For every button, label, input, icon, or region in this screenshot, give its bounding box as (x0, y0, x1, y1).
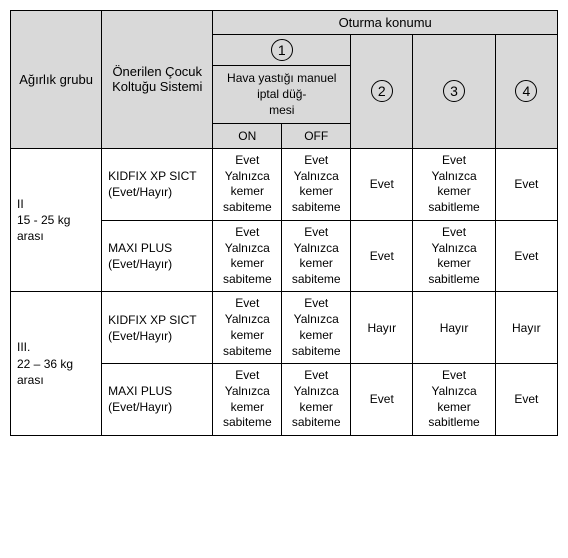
cell: Evet Yalnızca kemer sabiteme (213, 148, 282, 220)
header-system: Önerilen Çocuk Koltuğu Sistemi (102, 11, 213, 149)
weight-group-cell: II 15 - 25 kg arası (11, 148, 102, 292)
cell: Evet Yalnızca kemer sabitleme (413, 364, 495, 436)
system-cell: KIDFIX XP SICT (Evet/Hayır) (102, 148, 213, 220)
circled-number-icon: 1 (271, 39, 293, 61)
cell: Evet Yalnızca kemer sabitleme (413, 148, 495, 220)
cell-top: Evet (304, 368, 328, 382)
cell-top: Evet (304, 296, 328, 310)
cell: Evet (351, 364, 413, 436)
cell: Evet (351, 220, 413, 292)
cell: Evet Yalnızca kemer sabiteme (282, 148, 351, 220)
system-cell: MAXI PLUS (Evet/Hayır) (102, 364, 213, 436)
cell-top: Evet (235, 153, 259, 167)
header-pos4: 4 (495, 35, 557, 149)
cell-top: Evet (442, 368, 466, 382)
cell: Evet Yalnızca kemer sabiteme (213, 292, 282, 364)
cell: Evet Yalnızca kemer sabiteme (282, 364, 351, 436)
cell: Hayır (495, 292, 557, 364)
cell: Evet Yalnızca kemer sabiteme (213, 220, 282, 292)
cell: Evet Yalnızca kemer sabiteme (213, 364, 282, 436)
header-pos2: 2 (351, 35, 413, 149)
cell-bottom: Yalnızca kemer sabiteme (215, 384, 279, 431)
table-row: III. 22 – 36 kg arasıKIDFIX XP SICT (Eve… (11, 292, 558, 364)
cell-top: Evet (235, 296, 259, 310)
system-cell: MAXI PLUS (Evet/Hayır) (102, 220, 213, 292)
header-on: ON (213, 123, 282, 148)
cell-top: Evet (235, 225, 259, 239)
cell-bottom: Yalnızca kemer sabiteme (215, 169, 279, 216)
cell-top: Evet (442, 153, 466, 167)
cell: Hayır (351, 292, 413, 364)
header-pos1: 1 (213, 35, 351, 66)
cell-bottom: Yalnızca kemer sabiteme (284, 312, 348, 359)
cell-bottom: Yalnızca kemer sabiteme (284, 241, 348, 288)
cell-bottom: Yalnızca kemer sabiteme (284, 384, 348, 431)
system-cell: KIDFIX XP SICT (Evet/Hayır) (102, 292, 213, 364)
cell-bottom: Yalnızca kemer sabiteme (215, 241, 279, 288)
cell: Evet (495, 148, 557, 220)
cell-bottom: Yalnızca kemer sabiteme (215, 312, 279, 359)
cell: Evet Yalnızca kemer sabiteme (282, 220, 351, 292)
header-airbag-switch: Hava yastığı manuel iptal düğ- mesi (213, 66, 351, 124)
cell: Evet Yalnızca kemer sabitleme (413, 220, 495, 292)
cell-bottom: Yalnızca kemer sabiteme (284, 169, 348, 216)
cell-top: Evet (304, 225, 328, 239)
cell: Evet Yalnızca kemer sabiteme (282, 292, 351, 364)
cell: Evet (351, 148, 413, 220)
cell-bottom: Yalnızca kemer sabitleme (415, 384, 492, 431)
header-pos3: 3 (413, 35, 495, 149)
cell-top: Evet (442, 225, 466, 239)
cell-top: Evet (304, 153, 328, 167)
table-body: II 15 - 25 kg arasıKIDFIX XP SICT (Evet/… (11, 148, 558, 435)
cell-top: Evet (235, 368, 259, 382)
circled-number-icon: 2 (371, 80, 393, 102)
cell-bottom: Yalnızca kemer sabitleme (415, 241, 492, 288)
cell: Evet (495, 220, 557, 292)
cell: Hayır (413, 292, 495, 364)
weight-group-cell: III. 22 – 36 kg arası (11, 292, 102, 436)
table-container: Ağırlık grubu Önerilen Çocuk Koltuğu Sis… (10, 10, 558, 436)
circled-number-icon: 3 (443, 80, 465, 102)
child-seat-table: Ağırlık grubu Önerilen Çocuk Koltuğu Sis… (10, 10, 558, 436)
circled-number-icon: 4 (515, 80, 537, 102)
cell-bottom: Yalnızca kemer sabitleme (415, 169, 492, 216)
header-seating: Oturma konumu (213, 11, 558, 35)
header-weight-group: Ağırlık grubu (11, 11, 102, 149)
table-row: II 15 - 25 kg arasıKIDFIX XP SICT (Evet/… (11, 148, 558, 220)
cell: Evet (495, 364, 557, 436)
header-off: OFF (282, 123, 351, 148)
